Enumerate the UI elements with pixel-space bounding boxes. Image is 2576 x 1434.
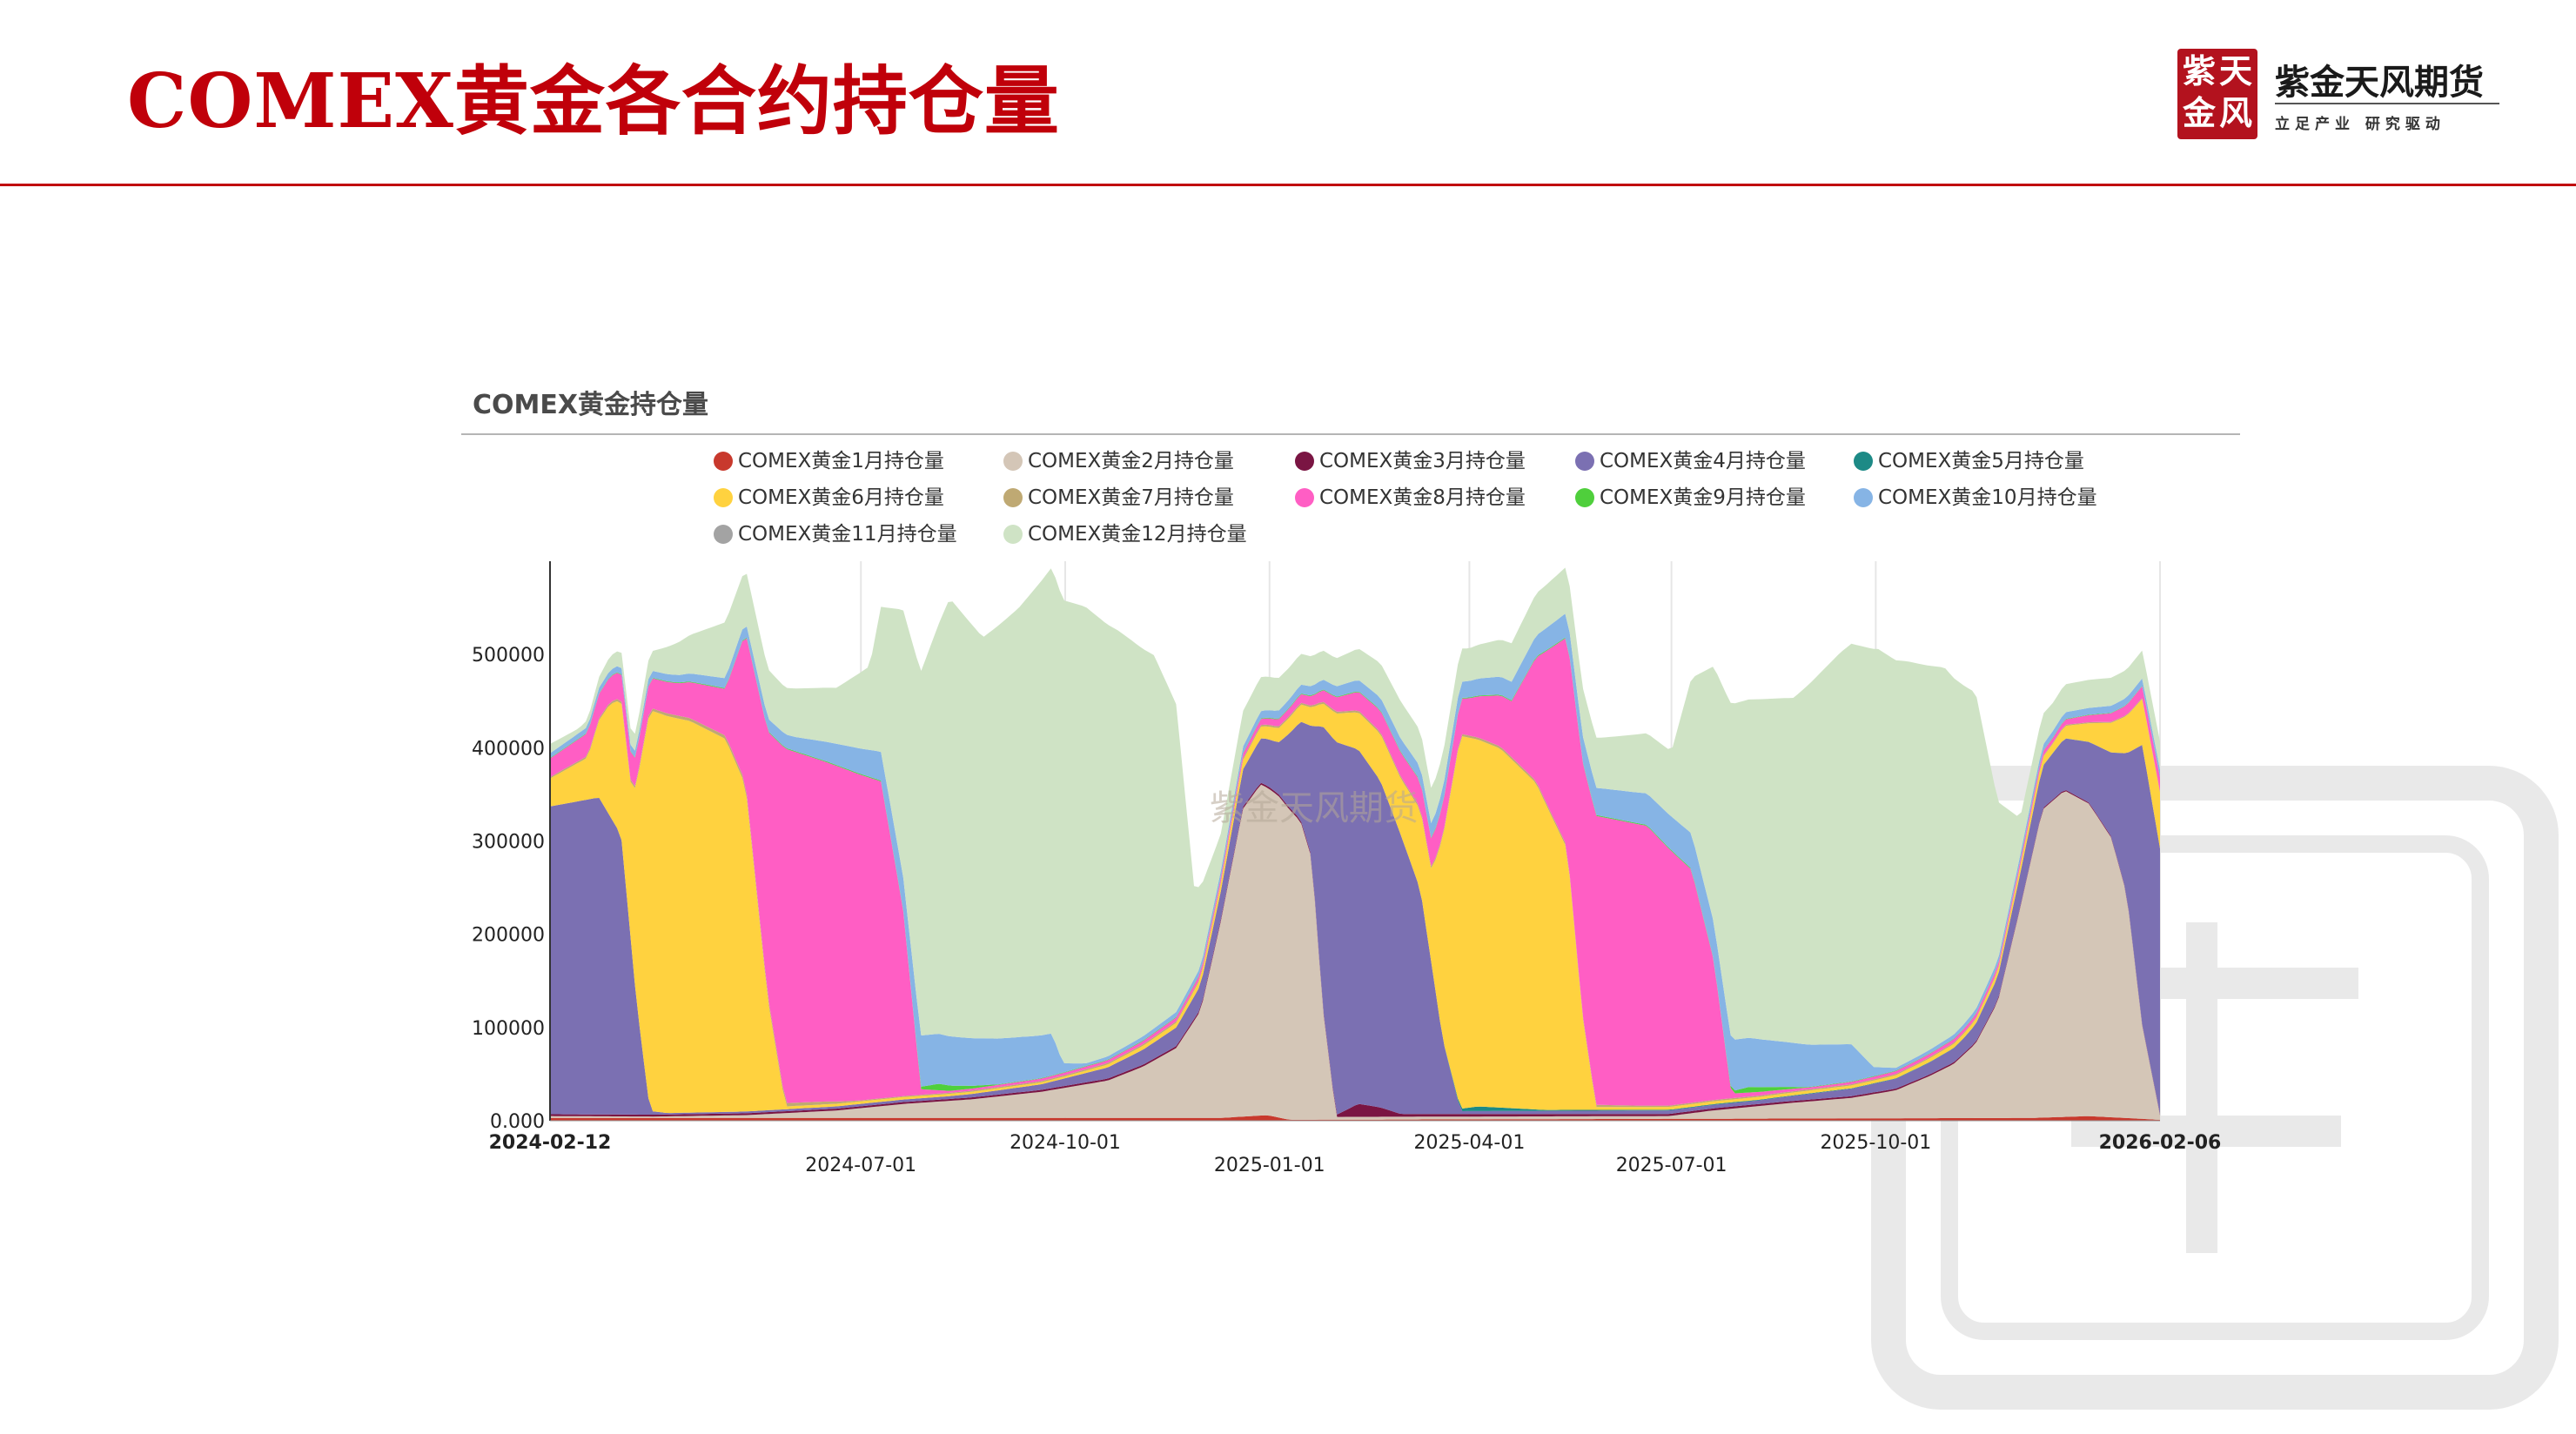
header-divider	[0, 184, 2576, 186]
legend-item[interactable]: COMEX黄金11月持仓量	[714, 517, 957, 546]
x-tick-label: 2025-07-01	[1616, 1155, 1727, 1176]
legend-label: COMEX黄金5月持仓量	[1878, 450, 2084, 472]
legend-item[interactable]: COMEX黄金8月持仓量	[1295, 480, 1526, 510]
x-tick-label: 2025-04-01	[1413, 1132, 1525, 1154]
company-logo: 紫 天 金 风 紫金天风期货 立足产业 研究驱动	[2177, 49, 2499, 139]
logo-seal: 紫 天 金 风	[2177, 49, 2257, 139]
slide-title: COMEX黄金各合约持仓量	[127, 57, 1060, 145]
legend-swatch	[1854, 452, 1873, 471]
x-tick-label: 2026-02-06	[2099, 1132, 2222, 1154]
legend-label: COMEX黄金2月持仓量	[1028, 450, 1234, 472]
x-tick-label: 2025-10-01	[1820, 1132, 1931, 1154]
series-area-4	[550, 721, 2160, 1115]
legend-item[interactable]: COMEX黄金5月持仓量	[1854, 444, 2084, 473]
legend-label: COMEX黄金1月持仓量	[738, 450, 944, 472]
legend-item[interactable]: COMEX黄金4月持仓量	[1575, 444, 1806, 473]
series-area-2	[550, 784, 2160, 1120]
seal-char: 紫	[2183, 51, 2217, 90]
seal-char: 金	[2183, 93, 2217, 132]
y-tick-label: 200000	[472, 925, 545, 947]
legend-label: COMEX黄金8月持仓量	[1319, 486, 1526, 509]
legend-item[interactable]: COMEX黄金3月持仓量	[1295, 444, 1526, 473]
legend-swatch	[1003, 452, 1023, 471]
brand-slogan: 立足产业 研究驱动	[2275, 116, 2445, 133]
legend-swatch	[1003, 525, 1023, 544]
y-tick-label: 100000	[472, 1018, 545, 1040]
y-tick-label: 300000	[472, 832, 545, 854]
series-area-1	[550, 1115, 2160, 1121]
legend-item[interactable]: COMEX黄金9月持仓量	[1575, 480, 1806, 510]
chart-legend: COMEX黄金1月持仓量 COMEX黄金2月持仓量 COMEX黄金3月持仓量 COME…	[714, 444, 2193, 557]
legend-label: COMEX黄金7月持仓量	[1028, 486, 1234, 509]
legend-swatch	[1295, 488, 1314, 507]
legend-swatch	[1575, 452, 1594, 471]
x-tick-label: 2025-01-01	[1214, 1155, 1325, 1176]
legend-item[interactable]: COMEX黄金6月持仓量	[714, 480, 944, 510]
legend-item[interactable]: COMEX黄金10月持仓量	[1854, 480, 2097, 510]
legend-item[interactable]: COMEX黄金1月持仓量	[714, 444, 944, 473]
series-area-8	[550, 638, 2160, 1106]
legend-label: COMEX黄金3月持仓量	[1319, 450, 1526, 472]
legend-swatch	[714, 488, 733, 507]
legend-label: COMEX黄金6月持仓量	[738, 486, 944, 509]
legend-label: COMEX黄金11月持仓量	[738, 523, 957, 546]
legend-label: COMEX黄金9月持仓量	[1600, 486, 1806, 509]
y-tick-label: 0.000	[490, 1111, 545, 1133]
chart-title-divider	[461, 433, 2240, 435]
legend-label: COMEX黄金12月持仓量	[1028, 523, 1247, 546]
series-area-12	[550, 567, 2160, 1069]
x-tick-label: 2024-10-01	[1010, 1132, 1121, 1154]
seal-char: 天	[2219, 51, 2253, 90]
y-tick-label: 400000	[472, 738, 545, 760]
legend-item[interactable]: COMEX黄金12月持仓量	[1003, 517, 1247, 546]
legend-swatch	[714, 525, 733, 544]
legend-swatch	[714, 452, 733, 471]
legend-swatch	[1295, 452, 1314, 471]
legend-item[interactable]: COMEX黄金2月持仓量	[1003, 444, 1234, 473]
chart-watermark: 紫金天风期货	[1210, 788, 1419, 828]
brand-name: 紫金天风期货	[2275, 63, 2484, 103]
legend-swatch	[1575, 488, 1594, 507]
legend-label: COMEX黄金10月持仓量	[1878, 486, 2097, 509]
x-tick-label: 2024-02-12	[489, 1132, 612, 1154]
legend-label: COMEX黄金4月持仓量	[1600, 450, 1806, 472]
chart-title: COMEX黄金持仓量	[473, 390, 708, 420]
series-area-6	[550, 699, 2160, 1114]
series-areas	[550, 567, 2160, 1121]
seal-char: 风	[2219, 93, 2253, 132]
legend-item[interactable]: COMEX黄金7月持仓量	[1003, 480, 1234, 510]
y-tick-label: 500000	[472, 645, 545, 667]
legend-swatch	[1854, 488, 1873, 507]
legend-swatch	[1003, 488, 1023, 507]
x-tick-label: 2024-07-01	[805, 1155, 916, 1176]
brand-divider	[2275, 103, 2499, 104]
